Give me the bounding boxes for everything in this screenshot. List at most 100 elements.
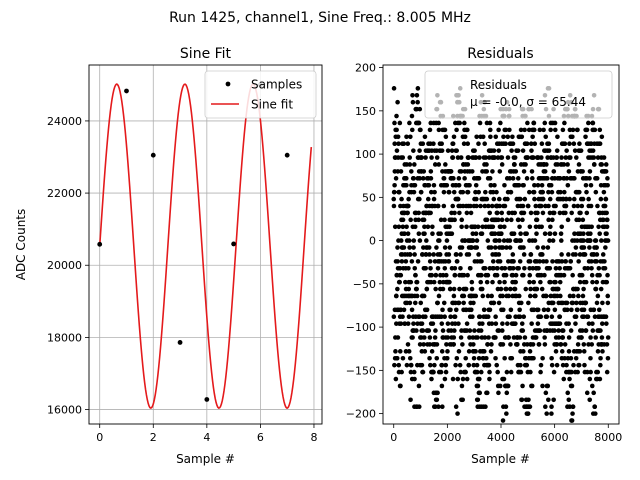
residual-point — [409, 307, 415, 313]
residual-point — [497, 238, 502, 243]
residual-point — [589, 265, 594, 271]
residual-point — [411, 189, 417, 195]
residual-point — [407, 120, 412, 126]
residual-point — [577, 279, 583, 285]
residual-point — [412, 224, 418, 230]
residual-point — [456, 349, 462, 354]
residual-point — [531, 307, 537, 313]
residual-point — [563, 196, 569, 202]
residual-point — [598, 362, 603, 368]
residual-point — [408, 397, 413, 403]
residual-point — [585, 265, 591, 271]
residual-point — [422, 335, 427, 340]
residual-point — [577, 252, 583, 257]
residual-point — [594, 176, 600, 181]
residual-point — [408, 217, 413, 223]
residual-point — [506, 293, 512, 299]
residual-point — [516, 265, 521, 271]
residual-point — [397, 279, 402, 285]
residual-point — [460, 342, 465, 347]
residual-point — [391, 314, 397, 320]
residual-point — [561, 189, 567, 195]
residual-point — [429, 155, 434, 160]
residual-point — [603, 162, 609, 167]
residual-point — [565, 390, 571, 396]
residual-point — [477, 120, 483, 126]
residual-point — [544, 314, 550, 320]
residual-point — [471, 300, 476, 306]
residual-point — [592, 404, 598, 409]
residual-point — [414, 293, 420, 299]
residual-point — [583, 134, 588, 140]
residual-point — [445, 148, 451, 153]
residual-point — [605, 300, 611, 306]
residual-point — [411, 321, 416, 326]
residual-point — [394, 148, 400, 153]
residual-point — [393, 376, 399, 382]
residual-point — [553, 279, 558, 285]
residual-point — [463, 286, 469, 292]
residual-point — [539, 182, 545, 188]
residual-point — [587, 376, 593, 382]
residual-point — [538, 369, 543, 375]
residual-point — [581, 314, 587, 320]
residual-point — [604, 231, 609, 236]
residual-point — [571, 362, 576, 368]
residual-point — [484, 279, 490, 285]
residual-point — [575, 369, 580, 375]
residual-point — [493, 245, 498, 250]
residual-point — [451, 293, 457, 299]
residual-point — [417, 314, 422, 320]
residual-point — [481, 349, 487, 354]
residual-point — [406, 286, 412, 292]
residual-point — [571, 203, 577, 209]
residual-point — [605, 182, 610, 188]
x-tick-label: 8 — [310, 431, 317, 444]
residual-point — [486, 203, 491, 209]
residual-point — [537, 328, 543, 333]
sine-fit-frame — [88, 64, 323, 425]
residual-point — [495, 265, 500, 271]
residual-point — [524, 141, 530, 147]
residual-point — [488, 134, 493, 140]
residual-point — [552, 307, 558, 313]
residual-point — [408, 369, 414, 375]
residual-point — [521, 349, 526, 354]
residual-point — [563, 259, 568, 264]
residual-point — [453, 307, 459, 313]
residual-point — [505, 383, 511, 389]
y-tick-label: 20000 — [47, 259, 82, 272]
residual-point — [451, 286, 457, 292]
residual-point — [501, 238, 507, 243]
residual-point — [427, 259, 433, 264]
residual-point — [506, 335, 511, 340]
residual-point — [475, 383, 481, 389]
residual-point — [452, 217, 457, 223]
residual-point — [583, 300, 589, 306]
residual-point — [436, 127, 442, 133]
residual-point — [513, 321, 518, 326]
residual-point — [557, 265, 562, 271]
residual-point — [446, 259, 452, 264]
residual-point — [436, 293, 442, 299]
residual-point — [461, 300, 466, 306]
residual-point — [458, 252, 463, 257]
residual-point — [420, 252, 425, 257]
residual-point — [560, 127, 566, 133]
residual-point — [448, 314, 453, 320]
residual-point — [423, 265, 428, 271]
residual-point — [468, 307, 474, 313]
residual-point — [530, 265, 536, 271]
residual-point — [508, 217, 514, 223]
residual-point — [580, 196, 586, 202]
residual-point — [411, 148, 416, 153]
residual-point — [475, 335, 480, 340]
residual-point — [433, 272, 439, 278]
residual-point — [406, 314, 412, 320]
residual-point — [584, 127, 590, 133]
residual-point — [414, 279, 420, 285]
residual-point — [594, 245, 599, 250]
residual-point — [412, 162, 417, 167]
residual-point — [496, 328, 502, 333]
residuals-legend-stats: μ = -0.0, σ = 65.44 — [470, 95, 586, 109]
